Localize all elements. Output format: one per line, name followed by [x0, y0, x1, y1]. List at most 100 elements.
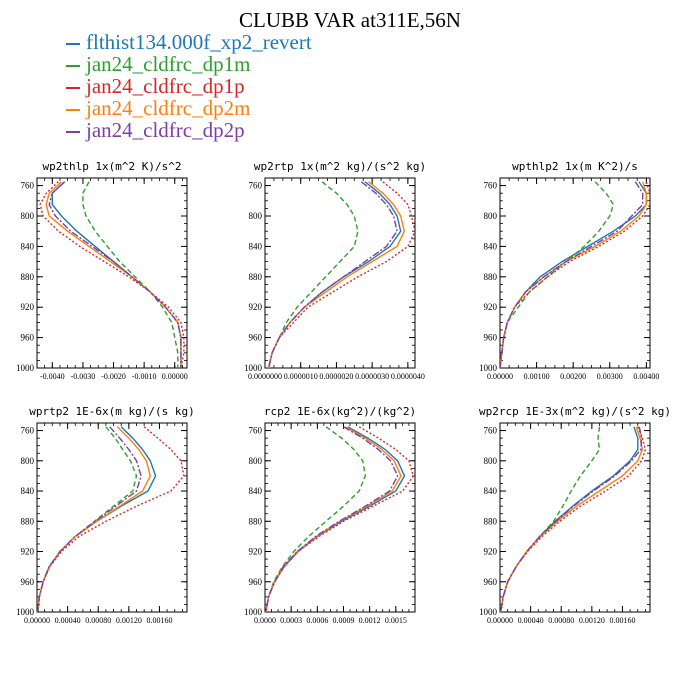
legend-label: jan24_cldfrc_dp2p [86, 118, 245, 142]
series-line-3 [45, 181, 182, 368]
series-line-3 [265, 426, 402, 612]
y-tick-label: 880 [249, 272, 263, 282]
y-tick-label: 800 [21, 211, 35, 221]
y-tick-label: 920 [484, 302, 498, 312]
plot-frame [264, 422, 416, 613]
x-tick-label: 0.00400 [633, 372, 659, 381]
y-tick-label: 960 [21, 577, 35, 587]
y-tick-label: 840 [21, 486, 35, 496]
series-line-1 [500, 426, 601, 612]
x-tick-label: 0.00040 [55, 616, 81, 625]
y-tick-label: 800 [249, 211, 263, 221]
series-line-4 [500, 426, 643, 612]
x-tick-label: -0.0020 [101, 372, 126, 381]
y-tick-label: 1000 [16, 363, 35, 373]
panel-title: wp2rtp 1x(m^2 kg)/(s^2 kg) [254, 160, 426, 173]
x-tick-label: 0.0000030 [355, 372, 389, 381]
series-line-2 [39, 181, 185, 368]
legend-label: jan24_cldfrc_dp2m [86, 96, 251, 120]
legend-swatch [66, 43, 80, 46]
legend-item-4: jan24_cldfrc_dp2p [66, 119, 245, 141]
panel-title: wp2rcp 1E-3x(m^2 kg)/(s^2 kg) [479, 405, 671, 418]
series-line-2 [265, 426, 415, 612]
series-line-4 [48, 181, 182, 368]
x-tick-label: 0.00040 [518, 616, 544, 625]
y-tick-label: 840 [249, 486, 263, 496]
x-tick-label: 0.00080 [85, 616, 111, 625]
legend-label: jan24_cldfrc_dp1p [86, 74, 245, 98]
x-tick-label: 0.0015 [385, 616, 407, 625]
legend-item-0: flthist134.000f_xp2_revert [66, 31, 312, 53]
y-tick-label: 1000 [244, 363, 263, 373]
series-line-4 [267, 181, 398, 368]
y-tick-label: 800 [21, 456, 35, 466]
x-tick-label: 0.00120 [579, 616, 605, 625]
panel-0: wp2thlp 1x(m^2 K)/s^2 760 800 840 880 920 960 1… [16, 160, 188, 381]
series-line-1 [500, 181, 615, 368]
x-tick-label: 0.00000 [487, 372, 513, 381]
panel-5: wp2rcp 1E-3x(m^2 kg)/(s^2 kg) 760 800 840 88… [479, 405, 671, 625]
y-tick-label: 920 [484, 547, 498, 557]
y-tick-label: 880 [484, 272, 498, 282]
x-tick-label: -0.0030 [71, 372, 96, 381]
figure-title: CLUBB VAR at311E,56N [239, 8, 461, 32]
y-tick-label: 760 [249, 426, 263, 436]
series-line-4 [37, 426, 142, 612]
y-tick-label: 960 [484, 577, 498, 587]
x-tick-label: 0.0012 [359, 616, 381, 625]
x-tick-label: 0.00000 [487, 616, 513, 625]
y-tick-label: 1000 [244, 607, 263, 617]
series-line-1 [267, 181, 359, 368]
panel-1: wp2rtp 1x(m^2 kg)/(s^2 kg) 760 800 840 880 92… [244, 160, 426, 381]
legend-swatch [66, 109, 80, 112]
y-tick-label: 880 [249, 516, 263, 526]
plot-frame [264, 177, 416, 369]
x-tick-label: 0.00120 [116, 616, 142, 625]
legend-label: flthist134.000f_xp2_revert [86, 30, 312, 54]
x-tick-label: 0.0006 [306, 616, 328, 625]
y-tick-label: 960 [21, 333, 35, 343]
series-line-3 [267, 181, 406, 368]
x-tick-label: 0.00000 [162, 372, 188, 381]
series-line-4 [265, 426, 399, 612]
y-tick-label: 840 [484, 241, 498, 251]
y-tick-label: 840 [21, 241, 35, 251]
legend-item-3: jan24_cldfrc_dp2m [66, 97, 250, 119]
panel-4: rcp2 1E-6x(kg^2)/(kg^2)760 800 840 880 920 96… [244, 405, 416, 625]
y-tick-label: 800 [484, 211, 498, 221]
plot-frame [499, 422, 651, 613]
series-line-2 [500, 181, 650, 368]
y-tick-label: 840 [484, 486, 498, 496]
x-tick-label: 0.0003 [280, 616, 302, 625]
y-tick-label: 880 [484, 516, 498, 526]
panel-3: wprtp2 1E-6x(m kg)/(s kg) 760 800 840 880 920… [16, 405, 195, 625]
legend-swatch [66, 65, 80, 68]
legend-swatch [66, 87, 80, 90]
panel-title: rcp2 1E-6x(kg^2)/(kg^2) [264, 405, 416, 418]
x-tick-label: 0.0000020 [319, 372, 353, 381]
plot-frame [36, 422, 188, 613]
legend-item-1: jan24_cldfrc_dp1m [66, 53, 250, 75]
plot-frame [36, 177, 188, 369]
series-line-2 [500, 426, 647, 612]
legend-item-2: jan24_cldfrc_dp1p [66, 75, 245, 97]
x-tick-label: 0.0000000 [248, 372, 282, 381]
y-tick-label: 760 [21, 426, 35, 436]
y-tick-label: 920 [21, 302, 35, 312]
series-line-1 [82, 181, 179, 368]
y-tick-label: 880 [21, 516, 35, 526]
panel-title: wp2thlp 1x(m^2 K)/s^2 [42, 160, 181, 173]
y-tick-label: 920 [249, 547, 263, 557]
y-tick-label: 920 [21, 547, 35, 557]
legend-swatch [66, 131, 80, 134]
series-line-0 [51, 181, 182, 368]
y-tick-label: 960 [249, 577, 263, 587]
plot-frame [499, 177, 651, 369]
x-tick-label: 0.00200 [560, 372, 586, 381]
x-tick-label: 0.0009 [332, 616, 354, 625]
x-tick-label: 0.00160 [146, 616, 172, 625]
x-tick-label: -0.0040 [40, 372, 65, 381]
y-tick-label: 1000 [16, 607, 35, 617]
y-tick-label: 800 [484, 456, 498, 466]
legend-label: jan24_cldfrc_dp1m [86, 52, 251, 76]
